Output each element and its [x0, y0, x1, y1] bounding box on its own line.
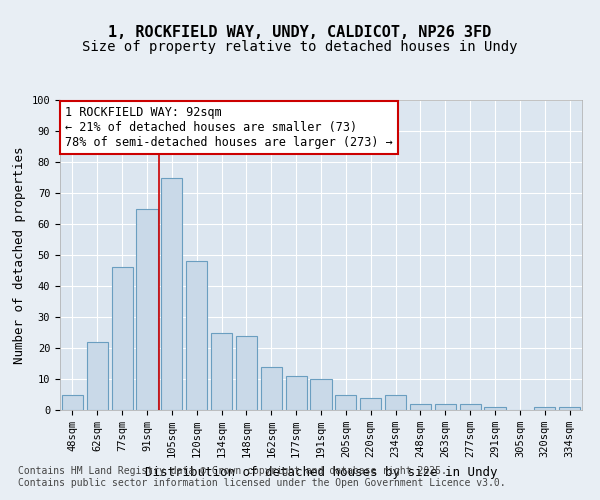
Text: Contains HM Land Registry data © Crown copyright and database right 2025.
Contai: Contains HM Land Registry data © Crown c… — [18, 466, 506, 487]
X-axis label: Distribution of detached houses by size in Undy: Distribution of detached houses by size … — [145, 466, 497, 478]
Bar — [136, 208, 158, 410]
Bar — [360, 398, 381, 410]
Bar — [559, 407, 580, 410]
Bar — [186, 261, 207, 410]
Bar — [385, 394, 406, 410]
Bar — [484, 407, 506, 410]
Bar — [236, 336, 257, 410]
Bar — [211, 332, 232, 410]
Text: 1, ROCKFIELD WAY, UNDY, CALDICOT, NP26 3FD: 1, ROCKFIELD WAY, UNDY, CALDICOT, NP26 3… — [109, 25, 491, 40]
Bar — [286, 376, 307, 410]
Bar — [310, 379, 332, 410]
Y-axis label: Number of detached properties: Number of detached properties — [13, 146, 26, 364]
Bar — [410, 404, 431, 410]
Bar — [161, 178, 182, 410]
Bar — [112, 268, 133, 410]
Bar — [62, 394, 83, 410]
Bar — [534, 407, 555, 410]
Bar — [335, 394, 356, 410]
Bar — [435, 404, 456, 410]
Bar — [460, 404, 481, 410]
Bar — [261, 366, 282, 410]
Bar — [87, 342, 108, 410]
Text: Size of property relative to detached houses in Undy: Size of property relative to detached ho… — [82, 40, 518, 54]
Text: 1 ROCKFIELD WAY: 92sqm
← 21% of detached houses are smaller (73)
78% of semi-det: 1 ROCKFIELD WAY: 92sqm ← 21% of detached… — [65, 106, 393, 149]
